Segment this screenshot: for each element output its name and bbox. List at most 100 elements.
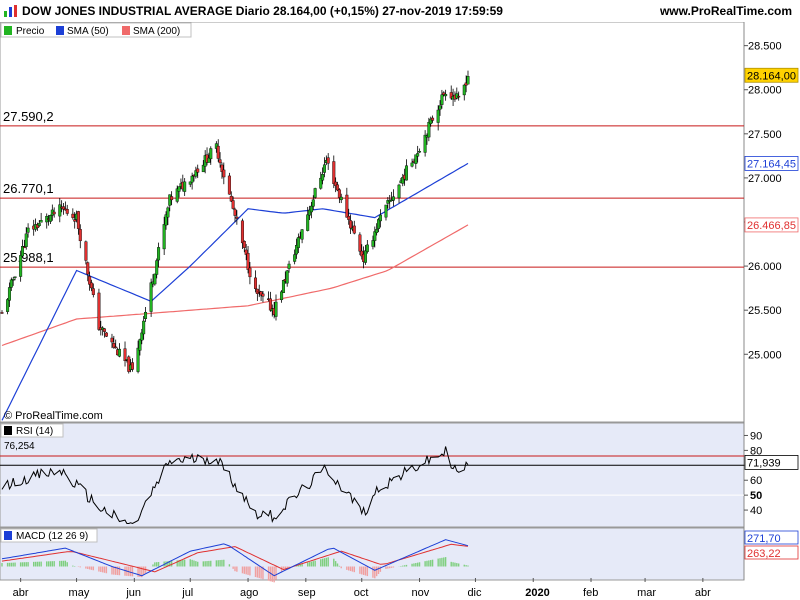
candle: [7, 287, 11, 301]
candle: [280, 291, 284, 301]
candle: [332, 161, 336, 184]
candle: [444, 93, 448, 97]
candle: [429, 118, 433, 125]
candle: [397, 184, 401, 199]
candle: [162, 224, 166, 250]
candle: [58, 204, 62, 217]
price-y-tick-label: 25.500: [748, 305, 782, 317]
candle: [170, 196, 174, 201]
price-y-tick-label: 28.500: [748, 41, 782, 53]
candle: [229, 195, 233, 202]
candle: [26, 227, 30, 233]
candle: [62, 206, 66, 210]
candle: [157, 247, 161, 261]
candle: [207, 157, 211, 163]
candle: [190, 175, 194, 183]
candle: [285, 270, 289, 284]
rsi-axis: [744, 423, 800, 527]
candle: [384, 204, 388, 218]
candle: [337, 189, 341, 198]
candle: [254, 277, 258, 289]
instrument-title: DOW JONES INDUSTRIAL AVERAGE Diario 28.1…: [22, 4, 503, 18]
candle: [378, 214, 382, 222]
candle: [322, 164, 326, 173]
candle: [404, 165, 408, 181]
x-tick-label: nov: [412, 587, 430, 599]
candle: [155, 260, 159, 275]
candle: [142, 320, 146, 335]
candle: [309, 205, 313, 213]
candle: [268, 298, 272, 311]
candle: [345, 194, 349, 218]
rsi-legend-label: RSI (14): [16, 426, 53, 437]
candle: [414, 154, 418, 164]
candle: [97, 292, 101, 330]
x-tick-label: mar: [637, 587, 656, 599]
chart-area[interactable]: 27.590,2 26.770,1 25.988,1 28.500 28.000 27.…: [0, 22, 800, 600]
site-url[interactable]: www.ProRealTime.com: [659, 4, 792, 18]
candle: [103, 328, 107, 332]
rsi-legend-icon: [4, 426, 12, 435]
x-tick-label: abr: [13, 587, 29, 599]
candle: [466, 76, 470, 85]
candle: [73, 219, 77, 222]
candle: [373, 231, 377, 241]
candle: [39, 220, 43, 223]
value-label: 27.164,45: [747, 158, 796, 170]
price-panel[interactable]: [0, 22, 745, 423]
candle: [84, 241, 88, 261]
rsi-panel[interactable]: [0, 422, 745, 528]
candle: [89, 282, 93, 289]
rsi-y-tick-label: 60: [750, 475, 762, 487]
candle: [88, 276, 92, 285]
candle: [222, 169, 226, 178]
candle: [416, 153, 420, 157]
candle: [423, 134, 427, 153]
candle: [427, 121, 431, 138]
candle: [311, 199, 315, 207]
candle: [168, 194, 172, 206]
candle: [287, 263, 291, 269]
candle: [164, 214, 168, 226]
value-label: 28.164,00: [747, 70, 796, 82]
sma50-line-icon: [56, 26, 64, 35]
candle: [339, 196, 343, 201]
candle: [78, 229, 82, 242]
candle: [295, 245, 299, 255]
candle: [149, 282, 153, 312]
candle: [112, 343, 116, 348]
candle: [11, 279, 15, 281]
rsi-value-text: 76,254: [4, 441, 35, 452]
candle: [438, 105, 442, 110]
x-tick-label: jul: [181, 587, 193, 599]
rsi-line: [1, 446, 469, 525]
candle: [306, 214, 310, 231]
candle: [363, 250, 367, 263]
candle: [91, 288, 95, 295]
candle: [136, 347, 140, 372]
candle: [71, 213, 75, 218]
x-tick-label: jun: [125, 587, 141, 599]
candle: [233, 209, 237, 216]
macd-panel[interactable]: [0, 527, 745, 581]
candle: [388, 200, 392, 202]
candle: [166, 207, 170, 218]
candle: [0, 312, 4, 314]
candle: [13, 276, 17, 278]
candle: [308, 209, 312, 216]
sma200-line-icon: [122, 26, 130, 35]
candle: [110, 337, 114, 343]
value-label-box: [744, 217, 799, 233]
x-tick-label: feb: [583, 587, 598, 599]
price-y-tick-label: 26.000: [748, 261, 782, 273]
candle: [177, 186, 181, 192]
candle: [216, 145, 220, 159]
x-tick-label: may: [69, 587, 90, 599]
value-label-box: [744, 156, 799, 171]
macd-value-label: 263,22: [747, 548, 781, 560]
candle: [246, 252, 250, 270]
candle: [22, 246, 26, 248]
candle: [218, 159, 222, 164]
candle: [114, 346, 118, 349]
candle: [261, 293, 265, 297]
